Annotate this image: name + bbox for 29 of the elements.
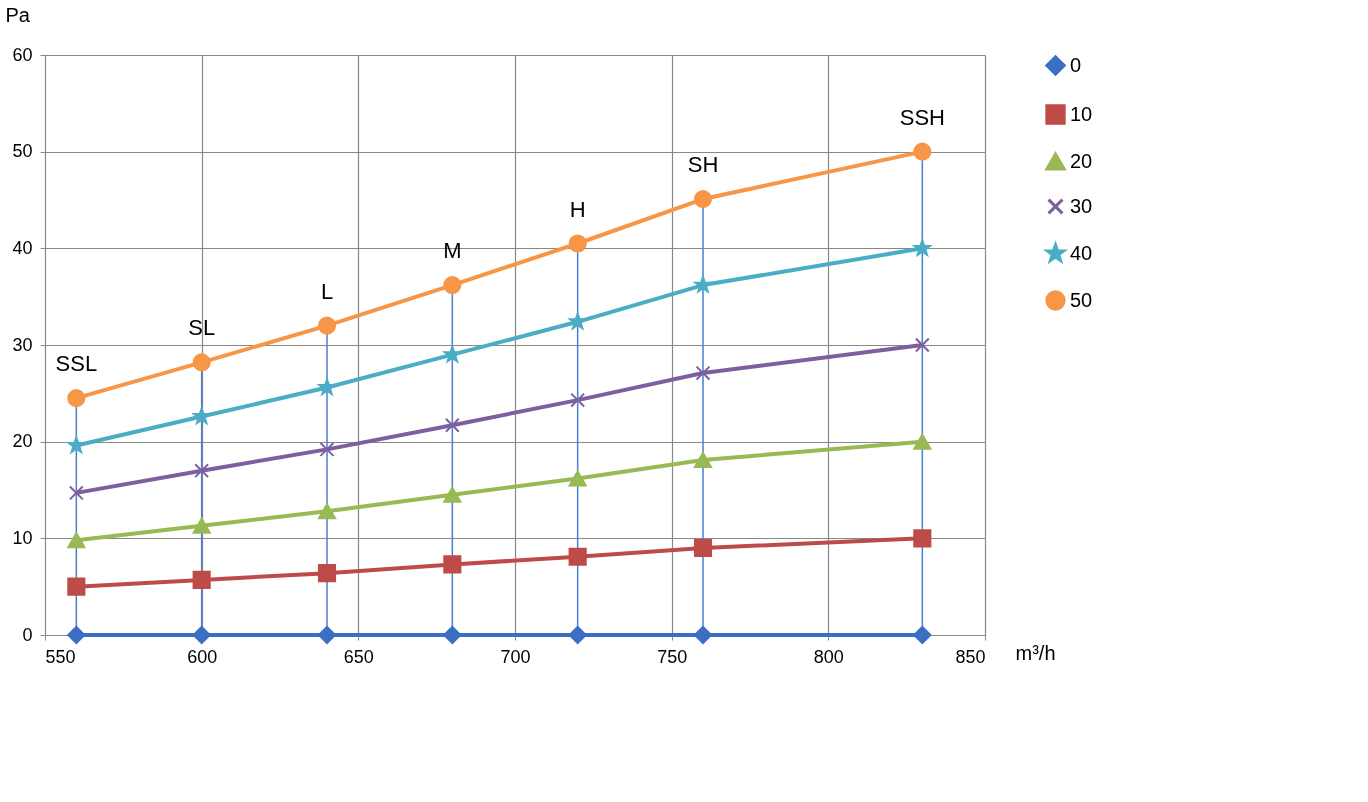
legend-label: 40 [1070, 241, 1093, 264]
x-tick-label: 800 [813, 646, 844, 667]
annotation: SSH [899, 104, 945, 130]
legend-label: 30 [1070, 194, 1093, 217]
x-tick-label: 850 [955, 646, 986, 667]
x-tick-label: 650 [343, 646, 374, 667]
annotation: L [320, 278, 334, 304]
annotation: SH [687, 152, 719, 178]
y-tick-label: 0 [22, 624, 33, 645]
y-tick-label: 30 [12, 334, 33, 355]
legend-label: 10 [1070, 102, 1093, 125]
y-tick-label: 20 [12, 431, 33, 452]
x-tick-label: 600 [187, 646, 218, 667]
annotation: SSL [55, 351, 98, 377]
legend-label: 0 [1070, 53, 1082, 76]
y-tick-label: 40 [12, 237, 33, 258]
annotation: M [443, 238, 462, 264]
x-tick-label: 750 [657, 646, 688, 667]
y-tick-label: 10 [12, 527, 33, 548]
y-tick-label: 50 [12, 141, 33, 162]
x-axis-title: m³/h [1015, 641, 1056, 664]
x-tick-label: 700 [500, 646, 531, 667]
annotation: SL [188, 315, 216, 341]
legend-label: 20 [1070, 149, 1093, 172]
y-tick-label: 60 [12, 44, 33, 65]
annotation: H [569, 196, 586, 222]
legend-label: 50 [1070, 288, 1093, 311]
x-tick-label: 550 [45, 646, 76, 667]
y-axis-title: Pa [5, 3, 31, 26]
